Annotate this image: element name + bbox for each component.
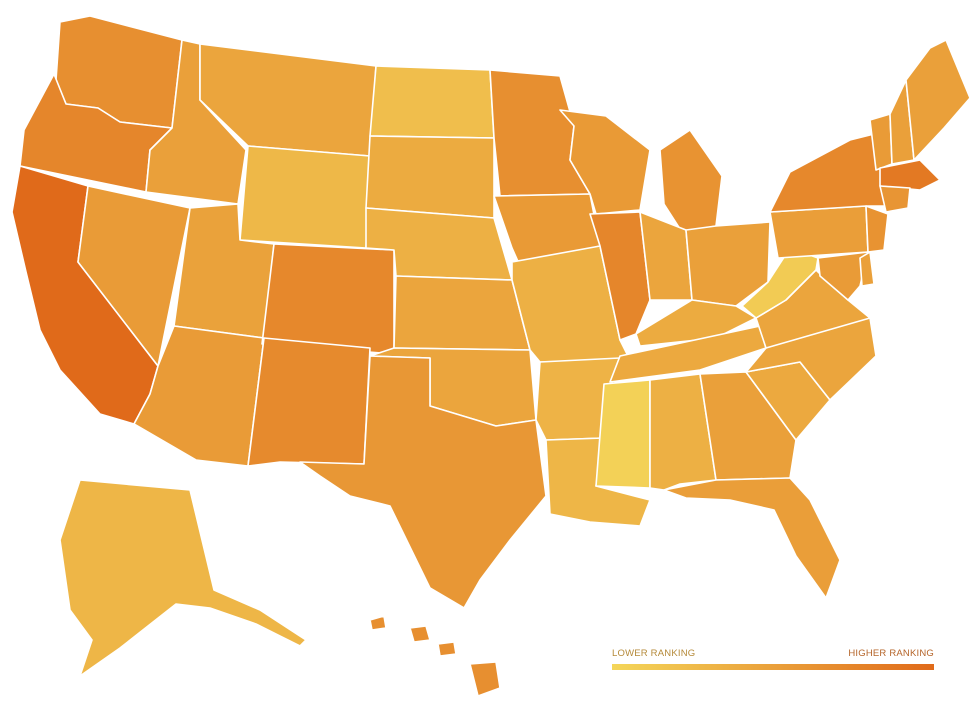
legend-low-label: LOWER RANKING [612,648,696,659]
state-ms [595,379,651,489]
state-co [261,243,395,355]
state-nd [369,65,495,139]
state-ny [769,131,889,213]
state-ma [879,159,941,191]
legend-gradient-bar [612,664,934,670]
state-mi [659,129,723,233]
state-ak [59,479,307,677]
state-de [859,251,875,287]
state-nj [865,205,889,253]
map-legend: LOWER RANKING HIGHER RANKING [612,648,934,676]
state-me [905,39,971,161]
state-nv [77,185,191,367]
state-sd [365,135,495,219]
state-md [817,251,869,301]
state-pa [769,205,869,259]
state-ct [879,185,911,213]
state-hi [369,615,501,697]
state-wy [239,145,371,249]
legend-high-label: HIGHER RANKING [848,648,934,659]
state-tx [299,355,547,609]
state-ga [699,371,797,481]
state-nm [247,337,371,467]
state-fl [663,477,841,599]
state-ks [393,275,531,351]
state-tn [609,325,767,383]
